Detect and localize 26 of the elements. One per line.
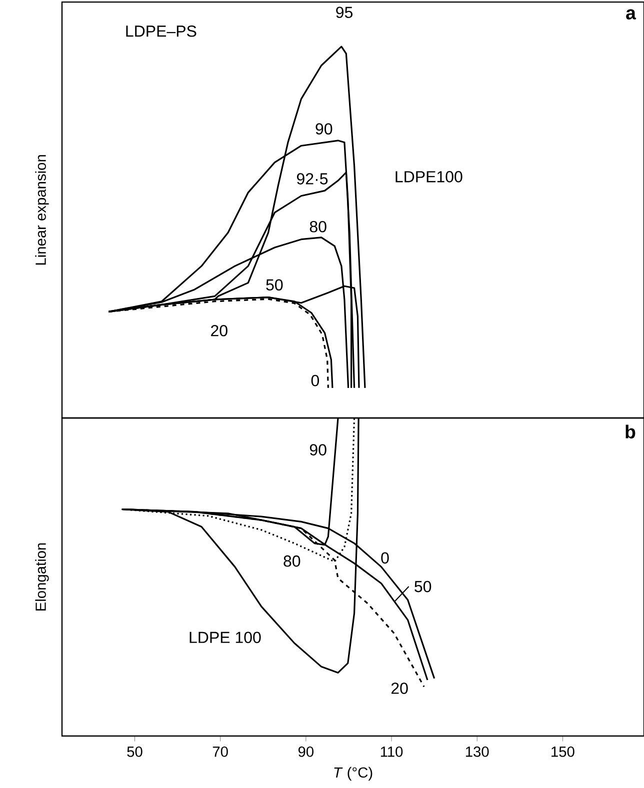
text: LDPE–PS <box>126 25 196 37</box>
x-axis-title: T (°C) <box>334 766 372 781</box>
y-axis-title: Elongation <box>35 543 49 610</box>
series-label: 95 <box>336 6 352 18</box>
series-label: 80 <box>310 220 326 232</box>
series-label: 90 <box>310 444 326 456</box>
annotation: LDPE100 <box>396 171 462 182</box>
series-label: 80 <box>284 555 300 567</box>
series-label: 92·5 <box>296 173 328 184</box>
series-label: 0 <box>381 552 389 564</box>
x-tick-label: 70 <box>212 746 228 757</box>
x-tick-label: 110 <box>380 746 403 757</box>
series-label: 20 <box>391 682 408 694</box>
x-tick-label: 90 <box>298 746 314 757</box>
chart-title: a <box>626 9 636 20</box>
series-label: 0 <box>311 374 319 386</box>
x-tick-label: 150 <box>552 746 574 757</box>
series-label: 50 <box>266 279 283 291</box>
series-label: 90 <box>316 123 332 135</box>
x-tick-label: 50 <box>127 746 142 757</box>
y-axis-title: Linear expansion <box>35 155 49 265</box>
series-label: 20 <box>211 324 228 336</box>
chart-title: b <box>626 424 636 438</box>
x-tick-label: 130 <box>466 746 489 757</box>
legend-label: 50 <box>414 580 432 592</box>
series-label: LDPE 100 <box>190 632 261 644</box>
